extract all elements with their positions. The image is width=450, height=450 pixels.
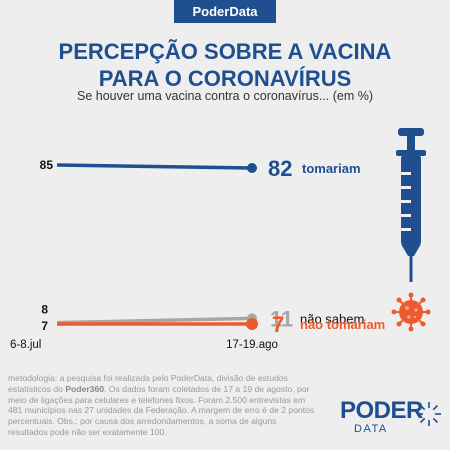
series-name-nao-tomariam: não tomariam [300, 317, 385, 332]
title-line-2: PARA O CORONAVÍRUS [98, 66, 352, 91]
methodology-text-1: metodologia: a pesquisa foi realizada pe… [8, 373, 288, 394]
virus-icon [391, 292, 431, 332]
syringe-icon [396, 128, 426, 282]
series-name-nao-sabem: não sabem [300, 311, 364, 326]
poderdata-logo: PODER DATA [340, 397, 445, 442]
methodology-source: Poder360 [65, 383, 105, 394]
logo-burst-icon [417, 402, 441, 426]
x-tick-label-end: 17-19.ago [226, 339, 278, 351]
start-label-tomariam: 85 [40, 158, 54, 172]
page-title: PERCEPÇÃO SOBRE A VACINA PARA O CORONAVÍ… [0, 38, 450, 92]
logo-text-top: PODER [340, 397, 423, 424]
logo-text-bottom: DATA [354, 423, 388, 435]
end-value-nao-tomariam: 7 [272, 312, 284, 337]
series-line-tomariam [56, 163, 253, 170]
methodology-note: metodologia: a pesquisa foi realizada pe… [8, 373, 318, 438]
series-name-tomariam: tomariam [302, 161, 361, 176]
brand-badge: PoderData [174, 0, 276, 23]
methodology-text-2: . Os dados foram coletados de 17 a 19 de… [8, 383, 315, 437]
series-line-nao-sabem [56, 316, 253, 325]
subtitle: Se houver uma vacina contra o coronavíru… [77, 89, 373, 103]
start-label-nao-tomariam: 7 [41, 319, 48, 333]
x-tick-label-start: 6-8.jul [10, 339, 41, 351]
title-line-1: PERCEPÇÃO SOBRE A VACINA [58, 39, 392, 64]
end-value-tomariam: 82 [268, 156, 292, 181]
point-tomariam-end [247, 163, 257, 173]
chart: 85 8 7 82 11 7 tomariam não sabem não to… [10, 128, 431, 351]
end-value-nao-sabem: 11 [270, 306, 293, 331]
point-nao-tomariam-end [246, 318, 258, 330]
start-label-nao-sabem: 8 [41, 303, 48, 317]
